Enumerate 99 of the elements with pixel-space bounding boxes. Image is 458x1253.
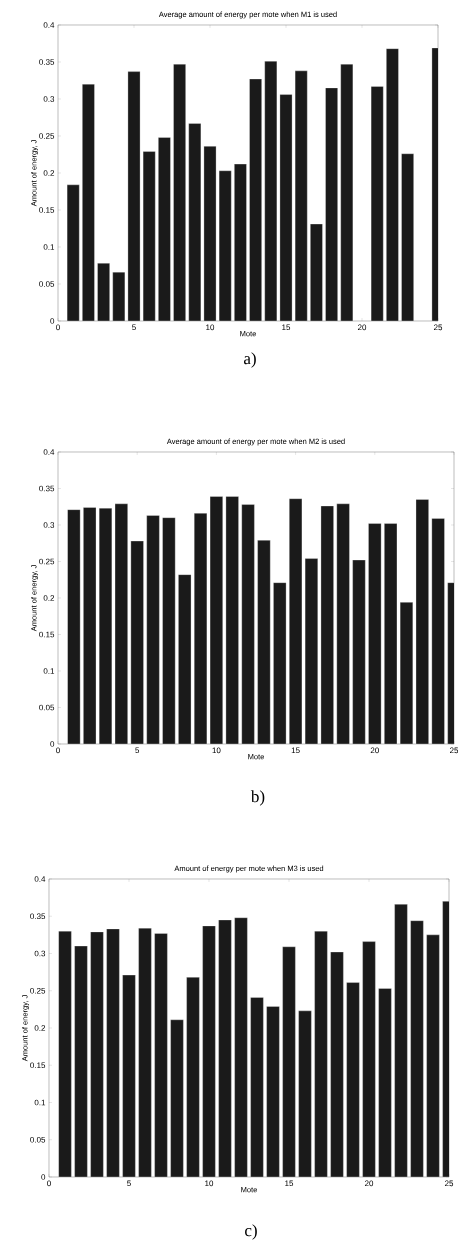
y-tick-label: 0.1	[43, 668, 55, 674]
bar	[234, 163, 247, 321]
bar	[90, 931, 104, 1177]
bar	[106, 928, 120, 1177]
bar	[122, 974, 136, 1177]
text: c)	[245, 1224, 257, 1240]
x-tick-label: 20	[370, 747, 379, 754]
bar	[415, 499, 429, 744]
bar	[340, 64, 354, 321]
y-tick-label: 0.3	[34, 950, 46, 957]
x-tick-label: 20	[364, 1180, 374, 1187]
y-tick-label: 0.05	[39, 281, 55, 287]
bar	[83, 507, 97, 744]
bar	[250, 997, 264, 1177]
y-tick-label: 0.1	[43, 244, 55, 250]
bar	[330, 951, 344, 1177]
bar	[154, 933, 168, 1177]
text: b)	[250, 790, 265, 806]
y-tick-label: 0.35	[30, 913, 46, 920]
bar	[178, 574, 192, 744]
bar	[170, 1019, 184, 1177]
bar	[257, 540, 271, 744]
bar	[225, 496, 239, 744]
y-tick-label: 0.4	[43, 22, 55, 28]
y-tick-label: 0.15	[39, 207, 55, 213]
x-tick-label: 5	[132, 324, 136, 331]
x-tick-label: 15	[291, 747, 300, 754]
bar	[241, 504, 255, 744]
bar	[58, 931, 72, 1177]
bar	[336, 503, 350, 744]
bar	[352, 559, 366, 744]
bar	[386, 48, 399, 321]
bar	[146, 515, 160, 744]
bar	[325, 87, 338, 321]
y-tick-label: 0.35	[39, 485, 55, 492]
bar	[401, 153, 414, 321]
y-tick-label: 0	[50, 741, 55, 747]
bar	[67, 509, 81, 744]
bar	[74, 945, 88, 1177]
bar	[234, 917, 248, 1177]
bar	[218, 919, 232, 1177]
x-tick-label: 5	[135, 747, 140, 754]
bar	[66, 184, 80, 321]
y-tick-label: 0.25	[30, 987, 46, 994]
bar	[362, 941, 376, 1177]
bar	[158, 137, 171, 321]
y-tick-label: 0.3	[43, 522, 55, 528]
x-tick-label: 0	[56, 324, 60, 331]
y-tick-label: 0.05	[39, 704, 55, 711]
x-tick-label: 5	[127, 1180, 131, 1187]
y-tick-label: 0.15	[39, 631, 55, 638]
y-tick-label: 0.15	[30, 1062, 46, 1069]
x-tick-label: 25	[449, 747, 458, 754]
bar	[273, 582, 287, 744]
bar	[346, 982, 360, 1177]
x-tick-label: 0	[56, 747, 60, 754]
bar	[186, 977, 200, 1177]
bar	[173, 64, 186, 321]
x-tick-label: 10	[205, 1180, 214, 1187]
bar	[266, 1006, 280, 1177]
bar	[400, 602, 413, 744]
bar	[138, 928, 152, 1177]
bar	[410, 920, 424, 1177]
bar	[368, 523, 382, 744]
bar	[162, 517, 176, 744]
y-tick-label: 0	[50, 318, 55, 324]
y-tick-label: 0.2	[43, 595, 55, 601]
bar	[249, 78, 262, 321]
bar	[370, 86, 384, 321]
x-tick-label: 25	[433, 324, 443, 331]
y-tick-label: 0.4	[43, 449, 55, 455]
bar	[130, 540, 144, 744]
y-tick-label: 0	[41, 1174, 46, 1180]
x-tick-label: 10	[212, 747, 221, 754]
x-tick-label: 15	[285, 1180, 294, 1187]
y-tick-label: 0.05	[30, 1136, 46, 1143]
bar	[202, 925, 216, 1177]
y-tick-label: 0.35	[39, 59, 55, 65]
x-tick-label: 20	[357, 324, 367, 331]
text: a)	[244, 352, 256, 368]
bar	[394, 904, 408, 1177]
bar	[320, 505, 334, 744]
bar	[82, 84, 95, 321]
y-tick-label: 0.25	[39, 558, 55, 565]
bar	[378, 988, 392, 1177]
y-tick-label: 0.25	[39, 133, 55, 139]
bar	[314, 931, 328, 1177]
x-tick-label: 25	[444, 1180, 454, 1187]
y-tick-label: 0.2	[43, 170, 55, 176]
x-tick-label: 10	[206, 324, 215, 331]
bar	[282, 946, 296, 1177]
bar	[298, 1010, 312, 1177]
x-tick-label: 15	[282, 324, 291, 331]
y-tick-label: 0.2	[34, 1025, 46, 1031]
y-tick-label: 0.3	[43, 96, 55, 102]
bar	[310, 223, 323, 321]
y-tick-label: 0.1	[34, 1099, 46, 1106]
bar	[97, 263, 110, 321]
y-tick-label: 0.4	[34, 876, 46, 882]
